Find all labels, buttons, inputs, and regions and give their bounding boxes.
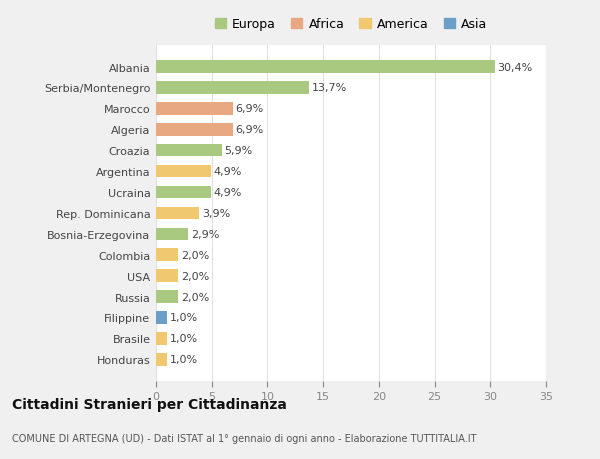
Text: 2,0%: 2,0% bbox=[181, 250, 209, 260]
Text: COMUNE DI ARTEGNA (UD) - Dati ISTAT al 1° gennaio di ogni anno - Elaborazione TU: COMUNE DI ARTEGNA (UD) - Dati ISTAT al 1… bbox=[12, 433, 476, 442]
Bar bbox=[156, 270, 178, 282]
Bar bbox=[156, 61, 495, 73]
Text: 4,9%: 4,9% bbox=[214, 188, 242, 197]
Text: 1,0%: 1,0% bbox=[170, 354, 198, 364]
Text: 4,9%: 4,9% bbox=[214, 167, 242, 177]
Text: 3,9%: 3,9% bbox=[202, 208, 230, 218]
Legend: Europa, Africa, America, Asia: Europa, Africa, America, Asia bbox=[209, 13, 493, 36]
Bar bbox=[156, 291, 178, 303]
Text: 5,9%: 5,9% bbox=[224, 146, 253, 156]
Text: 1,0%: 1,0% bbox=[170, 313, 198, 323]
Text: 6,9%: 6,9% bbox=[236, 125, 264, 135]
Text: 6,9%: 6,9% bbox=[236, 104, 264, 114]
Text: 2,9%: 2,9% bbox=[191, 230, 220, 239]
Bar bbox=[156, 353, 167, 366]
Text: 30,4%: 30,4% bbox=[497, 62, 533, 73]
Text: 2,0%: 2,0% bbox=[181, 271, 209, 281]
Text: 13,7%: 13,7% bbox=[311, 83, 347, 93]
Bar bbox=[156, 186, 211, 199]
Bar bbox=[156, 165, 211, 178]
Text: 1,0%: 1,0% bbox=[170, 334, 198, 344]
Text: 2,0%: 2,0% bbox=[181, 292, 209, 302]
Bar bbox=[156, 312, 167, 324]
Bar bbox=[156, 124, 233, 136]
Bar bbox=[156, 207, 199, 220]
Bar bbox=[156, 145, 222, 157]
Bar bbox=[156, 332, 167, 345]
Bar bbox=[156, 103, 233, 115]
Bar bbox=[156, 228, 188, 241]
Text: Cittadini Stranieri per Cittadinanza: Cittadini Stranieri per Cittadinanza bbox=[12, 397, 287, 412]
Bar bbox=[156, 82, 308, 95]
Bar bbox=[156, 249, 178, 262]
